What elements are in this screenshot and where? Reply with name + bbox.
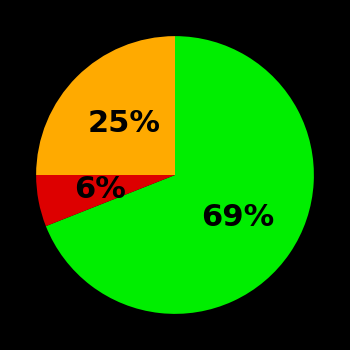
Wedge shape [36,36,175,175]
Text: 69%: 69% [202,203,275,232]
Text: 25%: 25% [88,110,160,139]
Wedge shape [46,36,314,314]
Wedge shape [36,175,175,226]
Text: 6%: 6% [74,175,126,204]
